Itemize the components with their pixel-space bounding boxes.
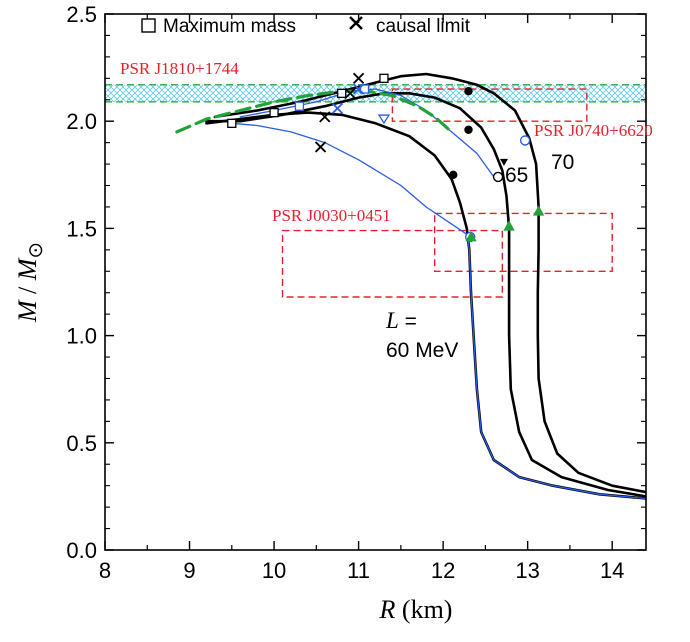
x-axis-label: R (km)	[379, 595, 453, 624]
markers-layer	[227, 72, 545, 243]
legend-square-marker	[141, 18, 156, 33]
y-axis-label-var: M	[13, 299, 42, 323]
curve-label-l-eq: =	[399, 310, 417, 333]
dot-marker	[449, 170, 458, 179]
legend-label-causal-limit: causal limit	[376, 16, 471, 37]
max-mass-marker	[227, 118, 237, 128]
series-curve-4	[231, 122, 646, 500]
max-mass-marker	[269, 107, 279, 118]
x-axis-label-unit: (km)	[402, 595, 453, 624]
causal-limit-marker	[331, 102, 344, 114]
legend: Maximum mass causal limit	[141, 16, 471, 37]
y-axis-label-denom: M	[13, 257, 42, 281]
x-tick-label: 9	[183, 558, 195, 583]
x-tick-label: 13	[515, 558, 539, 583]
triangle-up-marker	[465, 231, 477, 242]
legend-cross-marker	[349, 16, 363, 30]
max-mass-marker	[294, 101, 305, 111]
y-tick-label: 2.0	[66, 109, 97, 134]
plot-frame	[104, 13, 647, 551]
constraint-regions	[105, 84, 646, 298]
x-tick-label: 12	[431, 558, 455, 583]
curve-label-60: 60 MeV	[386, 339, 458, 362]
legend-label-max-mass: Maximum mass	[163, 16, 296, 37]
y-tick-label: 0.5	[66, 431, 97, 456]
curve-label-l-var: L	[385, 308, 399, 333]
series-curve-3	[205, 111, 646, 500]
max-mass-marker	[379, 73, 389, 83]
causal-limit-marker	[352, 72, 365, 84]
dot-marker	[464, 86, 473, 96]
y-tick-label: 2.5	[66, 2, 97, 27]
x-axis-label-var: R	[379, 595, 396, 624]
y-axis-label: M / M⊙	[13, 242, 47, 323]
y-tick-label: 1.0	[66, 324, 97, 349]
causal-limit-marker	[352, 83, 365, 95]
curve-label-70: 70	[551, 151, 574, 174]
x-axis-ticks: 8 9 10 11 12 13 14	[99, 14, 624, 583]
causal-limit-marker	[344, 87, 356, 99]
y-tick-label: 0.0	[66, 538, 97, 563]
x-tick-label: 10	[262, 558, 286, 583]
constraint-box	[281, 229, 503, 298]
open-triangle-down-marker	[377, 114, 391, 125]
open-circle-marker	[492, 171, 504, 183]
curve-label-65: 65	[505, 164, 528, 187]
constraint-box	[433, 212, 613, 272]
label-psr-j1810: PSR J1810+1744	[120, 59, 239, 78]
y-axis-label-sun: ⊙	[25, 242, 47, 259]
constraint-box	[391, 88, 588, 122]
triangle-up-marker	[532, 205, 545, 216]
triangle-up-marker	[503, 220, 515, 231]
series-curve-2	[205, 92, 646, 498]
band-psr-j1810	[105, 84, 646, 102]
x-tick-label: 14	[600, 558, 624, 583]
max-mass-marker	[359, 84, 370, 94]
y-axis-ticks: 0.0 0.5 1.0 1.5 2.0 2.5	[66, 2, 646, 563]
x-tick-label: 11	[347, 558, 370, 583]
x-tick-label: 8	[99, 558, 111, 583]
dot-marker	[464, 125, 473, 134]
label-psr-j0740: PSR J0740+6620	[534, 121, 653, 140]
open-circle-marker	[519, 135, 531, 146]
causal-limit-marker	[319, 111, 331, 123]
curve-label-l-prefix: L =	[385, 308, 417, 333]
y-axis-label-sep: /	[13, 280, 42, 300]
causal-limit-marker	[314, 141, 327, 153]
triangle-down-marker	[499, 158, 508, 166]
y-tick-label: 1.5	[66, 216, 97, 241]
max-mass-marker	[337, 88, 347, 98]
label-psr-j0030: PSR J0030+0451	[272, 206, 391, 225]
